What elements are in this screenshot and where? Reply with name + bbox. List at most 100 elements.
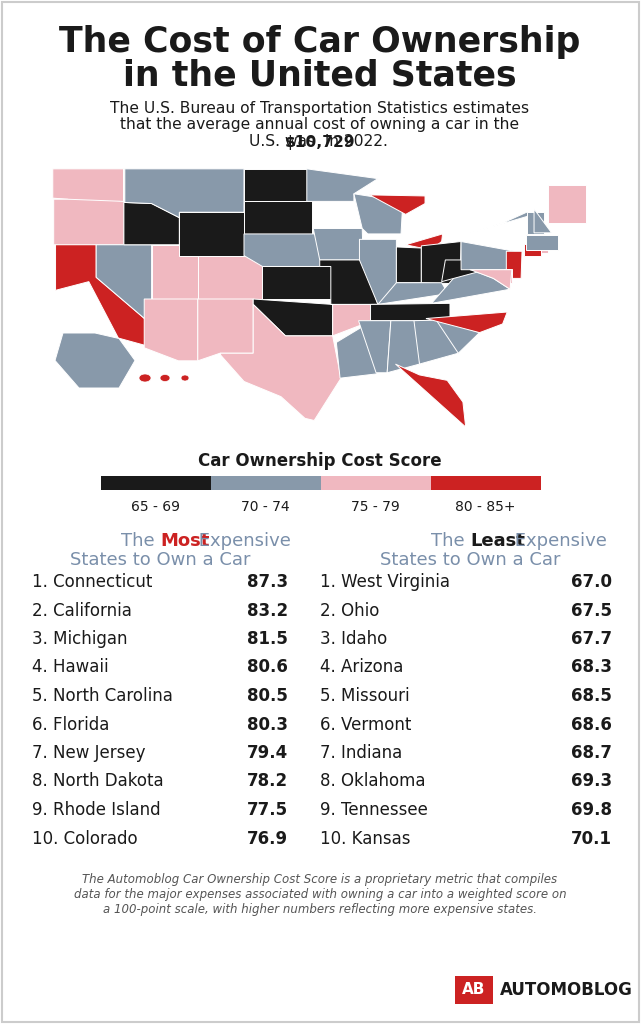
Polygon shape — [198, 299, 253, 360]
Text: 68.6: 68.6 — [571, 716, 612, 733]
Text: States to Own a Car: States to Own a Car — [379, 551, 560, 569]
Text: 69.3: 69.3 — [571, 772, 612, 791]
Text: 69.8: 69.8 — [571, 801, 612, 819]
Text: 6. Florida: 6. Florida — [32, 716, 110, 733]
Text: 2. Ohio: 2. Ohio — [320, 601, 379, 620]
Text: 79.4: 79.4 — [247, 744, 288, 762]
Bar — [320, 476, 431, 490]
Polygon shape — [262, 266, 331, 299]
Text: 6. Vermont: 6. Vermont — [320, 716, 412, 733]
Text: 65 - 69: 65 - 69 — [131, 500, 180, 514]
Text: that the average annual cost of owning a car in the: that the average annual cost of owning a… — [121, 118, 520, 132]
Text: AB: AB — [462, 982, 486, 997]
Text: 2. California: 2. California — [32, 601, 132, 620]
Text: 80 - 85+: 80 - 85+ — [455, 500, 516, 514]
Text: 68.5: 68.5 — [571, 687, 612, 705]
Polygon shape — [56, 245, 147, 346]
Text: 8. North Dakota: 8. North Dakota — [32, 772, 163, 791]
Text: 67.7: 67.7 — [571, 630, 612, 648]
Text: 76.9: 76.9 — [247, 829, 288, 848]
Polygon shape — [387, 321, 419, 373]
Text: Least: Least — [470, 532, 525, 550]
Text: The: The — [121, 532, 160, 550]
Polygon shape — [55, 333, 135, 388]
Polygon shape — [370, 303, 450, 321]
Polygon shape — [253, 299, 333, 336]
Text: 70 - 74: 70 - 74 — [241, 500, 290, 514]
Polygon shape — [442, 260, 486, 282]
Text: in the United States: in the United States — [123, 59, 517, 93]
Text: 80.5: 80.5 — [247, 687, 288, 705]
Text: The: The — [431, 532, 470, 550]
Polygon shape — [244, 233, 324, 266]
Polygon shape — [320, 260, 378, 304]
Bar — [210, 476, 320, 490]
Polygon shape — [435, 318, 479, 353]
Text: 67.5: 67.5 — [571, 601, 612, 620]
Polygon shape — [395, 365, 465, 427]
Text: Expensive: Expensive — [509, 532, 607, 550]
Text: 81.5: 81.5 — [247, 630, 288, 648]
Text: 80.6: 80.6 — [247, 658, 288, 677]
Polygon shape — [421, 242, 461, 284]
Polygon shape — [540, 245, 548, 254]
Polygon shape — [198, 256, 262, 299]
Polygon shape — [396, 247, 421, 283]
Text: 70.1: 70.1 — [571, 829, 612, 848]
Text: 3. Michigan: 3. Michigan — [32, 630, 128, 648]
Text: 1. Connecticut: 1. Connecticut — [32, 573, 153, 591]
Text: 68.7: 68.7 — [571, 744, 612, 762]
Text: 80.3: 80.3 — [247, 716, 288, 733]
Text: 5. Missouri: 5. Missouri — [320, 687, 410, 705]
Polygon shape — [53, 169, 124, 205]
Polygon shape — [378, 283, 448, 304]
Ellipse shape — [139, 374, 151, 382]
Polygon shape — [331, 304, 377, 336]
Polygon shape — [313, 228, 363, 260]
Text: 68.3: 68.3 — [571, 658, 612, 677]
Polygon shape — [467, 212, 542, 233]
Polygon shape — [506, 251, 522, 279]
Polygon shape — [54, 200, 124, 245]
Polygon shape — [534, 209, 552, 232]
Text: 10. Colorado: 10. Colorado — [32, 829, 138, 848]
Ellipse shape — [160, 375, 170, 382]
Text: 7. Indiana: 7. Indiana — [320, 744, 403, 762]
Text: The Cost of Car Ownership: The Cost of Car Ownership — [60, 25, 581, 59]
Polygon shape — [370, 195, 425, 214]
Text: AUTOMOBLOG: AUTOMOBLOG — [500, 981, 633, 999]
Polygon shape — [360, 240, 396, 304]
Text: States to Own a Car: States to Own a Car — [70, 551, 250, 569]
Polygon shape — [220, 304, 341, 421]
Polygon shape — [470, 269, 512, 289]
Text: 75 - 79: 75 - 79 — [351, 500, 400, 514]
Text: 5. North Carolina: 5. North Carolina — [32, 687, 173, 705]
Polygon shape — [414, 319, 458, 365]
Ellipse shape — [181, 375, 189, 381]
Text: 87.3: 87.3 — [247, 573, 288, 591]
Text: 78.2: 78.2 — [247, 772, 288, 791]
Text: 8. Oklahoma: 8. Oklahoma — [320, 772, 426, 791]
Polygon shape — [354, 194, 403, 233]
Text: in 2022.: in 2022. — [320, 134, 388, 150]
Text: 9. Rhode Island: 9. Rhode Island — [32, 801, 161, 819]
Polygon shape — [179, 212, 244, 256]
Polygon shape — [337, 321, 377, 378]
Text: 7. New Jersey: 7. New Jersey — [32, 744, 146, 762]
Polygon shape — [307, 169, 378, 202]
Polygon shape — [358, 321, 391, 373]
Polygon shape — [244, 202, 312, 233]
Polygon shape — [124, 169, 179, 245]
Polygon shape — [431, 269, 510, 303]
Polygon shape — [426, 312, 507, 333]
Polygon shape — [152, 245, 198, 299]
Text: U.S. was: U.S. was — [249, 134, 320, 150]
Polygon shape — [244, 169, 307, 202]
Text: Expensive: Expensive — [193, 532, 291, 550]
Polygon shape — [504, 268, 512, 283]
Polygon shape — [144, 299, 198, 360]
Text: 3. Idaho: 3. Idaho — [320, 630, 387, 648]
Polygon shape — [125, 169, 244, 218]
Text: 67.0: 67.0 — [571, 573, 612, 591]
Polygon shape — [524, 244, 542, 256]
